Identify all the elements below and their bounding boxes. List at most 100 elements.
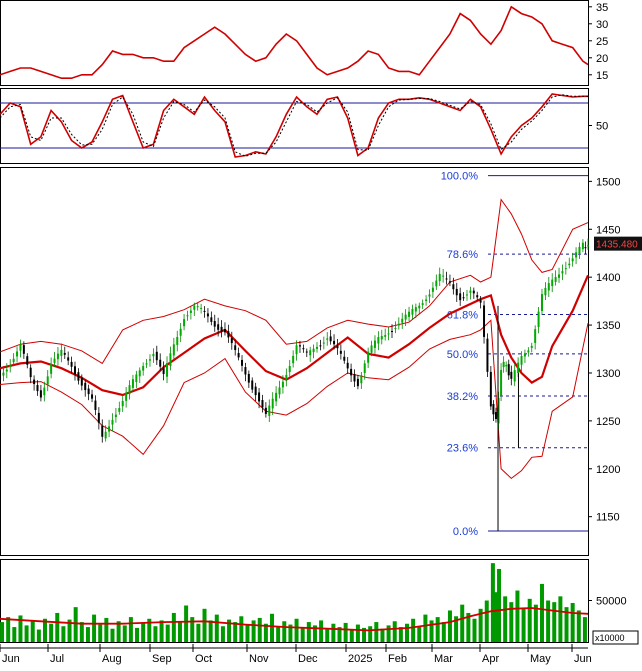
volume-bar [61, 626, 66, 642]
price-tick-label: 1300 [596, 368, 620, 380]
candle-body [125, 392, 128, 401]
volume-bar [521, 608, 526, 642]
candle-body [176, 336, 179, 345]
volume-bar [429, 620, 434, 642]
candle-body [196, 306, 199, 308]
volume-bar [576, 610, 581, 642]
candle-body [230, 338, 233, 344]
volume-bar [404, 623, 409, 642]
volume-bar [503, 596, 508, 642]
volume-bar [30, 620, 35, 642]
candle-body [138, 370, 141, 377]
candle-body [350, 368, 353, 376]
candle-body [448, 281, 451, 283]
candle-body [29, 367, 32, 378]
volume-bar [153, 626, 158, 642]
volume-bar [306, 622, 311, 642]
volume-bar [515, 590, 520, 642]
candle-body [33, 379, 36, 385]
candle-body [121, 400, 124, 407]
candle-body [43, 387, 46, 396]
volume-bar [239, 616, 244, 642]
candle-body [193, 305, 196, 310]
volume-bar [398, 627, 403, 642]
adx-series-line [0, 5, 589, 79]
candle-body [87, 388, 90, 395]
candle-body [118, 408, 121, 412]
candle-body [217, 324, 220, 330]
candle-body [564, 268, 567, 270]
volume-bar [294, 618, 299, 642]
candle-body [408, 311, 411, 317]
candle-body [380, 336, 383, 340]
volume-bar [435, 617, 440, 642]
candle-body [91, 394, 94, 399]
candle-body [203, 310, 206, 312]
candle-body [166, 363, 169, 377]
fibonacci-level-label: 78.6% [447, 249, 478, 261]
volume-bar [184, 605, 189, 642]
volume-bar [490, 563, 495, 642]
volume-bar [270, 613, 275, 642]
volume-bar [251, 620, 256, 642]
volume-bar [533, 604, 538, 642]
volume-bar [79, 622, 84, 642]
stochastic-series-line [0, 94, 588, 157]
candle-body [309, 350, 312, 356]
volume-bar [355, 624, 360, 642]
candle-body [462, 297, 465, 299]
candle-body [339, 350, 342, 354]
volume-bar [171, 612, 176, 642]
candle-body [343, 356, 346, 361]
candle-body [281, 381, 284, 388]
candle-body [258, 392, 261, 402]
candle-body [223, 329, 226, 333]
candle-body [9, 365, 12, 368]
candle-body [67, 357, 70, 361]
volume-bar [42, 618, 47, 642]
candle-body [492, 403, 495, 415]
adx-panel [0, 0, 589, 86]
candle-body [152, 353, 155, 357]
price-moving-average-line [0, 274, 590, 397]
volume-bar [104, 617, 109, 642]
candle-body [241, 359, 244, 366]
volume-bar [417, 626, 422, 642]
candle-body [19, 344, 22, 351]
candle-body [111, 419, 114, 425]
candle-body [84, 382, 87, 391]
candle-body [360, 375, 363, 384]
candle-body [391, 330, 393, 332]
candle-body [384, 335, 387, 337]
candle-body [534, 329, 537, 343]
x-tick-label: Jul [50, 653, 64, 665]
candle-body [584, 247, 587, 249]
candle-body [254, 386, 257, 396]
candle-body [288, 365, 291, 373]
candle-body [494, 412, 497, 420]
candle-body [264, 407, 267, 414]
volume-bar [374, 622, 379, 642]
candle-body [486, 338, 489, 372]
volume-bar [0, 622, 5, 642]
last-price-label: 1435.480 [596, 240, 638, 251]
x-tick-label: May [530, 653, 551, 665]
candle-body [445, 278, 448, 280]
candle-body [2, 372, 5, 376]
candle-body [53, 358, 56, 363]
candle-body [26, 356, 29, 365]
volume-bar [18, 615, 23, 642]
volume-bar [325, 629, 330, 642]
candle-body [145, 363, 148, 365]
x-tick-label: Oct [195, 653, 212, 665]
candle-body [56, 353, 59, 360]
candle-body [489, 371, 492, 407]
volume-bar [116, 621, 121, 642]
volume-bar [85, 627, 90, 642]
candle-body [234, 345, 237, 351]
candle-body [295, 345, 298, 355]
volume-bar [300, 627, 305, 642]
candle-body [251, 380, 254, 390]
fibonacci-level-label: 61.8% [447, 310, 478, 322]
fibonacci-level-label: 23.6% [447, 443, 478, 455]
